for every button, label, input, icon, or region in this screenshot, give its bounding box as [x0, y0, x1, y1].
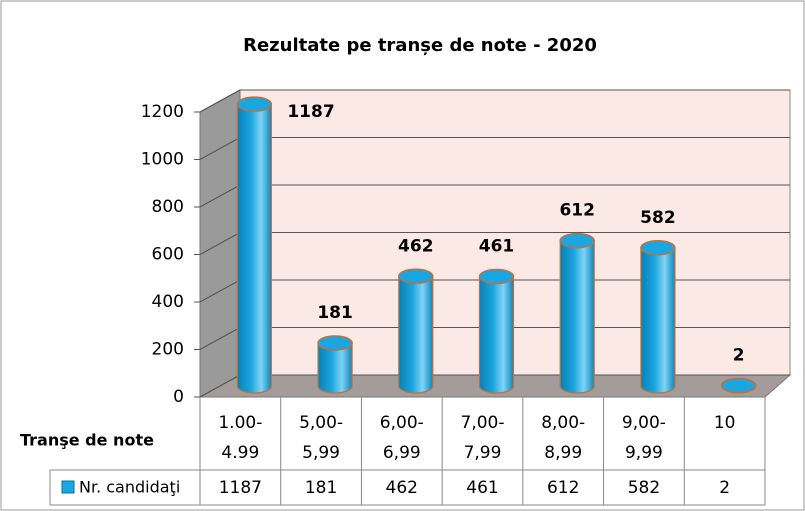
table-value: 461 — [466, 478, 498, 498]
bar — [398, 268, 434, 394]
bar — [640, 240, 676, 394]
x-tick-label: 5,00-5,99 — [299, 413, 343, 463]
table-value: 2 — [719, 478, 730, 498]
x-tick-label: 7,00-7,99 — [461, 413, 505, 463]
table-value: 612 — [547, 478, 579, 498]
bar-top — [317, 335, 353, 351]
y-tick-label: 1000 — [141, 150, 184, 170]
y-tick-label: 0 — [173, 387, 184, 407]
grid-line — [199, 89, 241, 113]
grid-line — [199, 327, 241, 350]
bar-body — [478, 275, 515, 394]
bar-top — [478, 268, 515, 285]
data-label: 1187 — [287, 102, 334, 122]
data-label: 461 — [479, 237, 515, 257]
x-tick-label: 10 — [714, 413, 736, 433]
x-tick-label: 8,00-8,99 — [541, 413, 585, 463]
y-tick-label: 1200 — [141, 102, 184, 122]
table-value: 181 — [305, 478, 337, 498]
chart-title: Rezultate pe tranșe de note - 2020 — [243, 35, 597, 56]
grid-line — [199, 184, 241, 208]
x-tick-label: 6,00-6,99 — [380, 413, 424, 463]
data-label: 612 — [559, 201, 595, 221]
x-tick-label: 9,00-9,99 — [622, 413, 666, 463]
bar-top — [398, 268, 434, 285]
bar-body — [236, 103, 272, 394]
data-label: 582 — [640, 208, 676, 228]
bar-body — [317, 342, 353, 394]
bar-body — [559, 240, 595, 394]
table-value: 582 — [628, 478, 660, 498]
bar — [236, 96, 273, 394]
bar — [720, 377, 757, 394]
grid-line — [199, 137, 241, 160]
bar — [317, 335, 353, 394]
table-value: 1187 — [219, 478, 262, 498]
bar-body — [398, 275, 434, 394]
data-label: 462 — [398, 236, 434, 256]
x-tick-label: 1.00-4.99 — [218, 413, 262, 463]
y-tick-label: 200 — [152, 340, 184, 360]
grid-line — [199, 232, 241, 255]
data-label: 2 — [733, 346, 745, 366]
bar — [478, 268, 515, 394]
grid-line — [199, 374, 241, 398]
bar-top — [640, 240, 676, 256]
bar-body — [640, 247, 676, 394]
legend-label: Nr. candidaţi — [79, 478, 180, 497]
data-label: 181 — [317, 303, 353, 323]
x-axis-label: Tranşe de note — [20, 431, 154, 450]
bar-top — [236, 96, 273, 112]
table-value: 462 — [386, 478, 418, 498]
bar-top — [720, 377, 757, 394]
legend-key — [61, 480, 75, 494]
y-tick-label: 400 — [152, 292, 184, 312]
bar-top — [559, 232, 595, 249]
y-tick-label: 800 — [152, 197, 184, 217]
bar — [559, 232, 595, 394]
grid-line — [199, 279, 241, 303]
y-tick-label: 600 — [152, 245, 184, 265]
